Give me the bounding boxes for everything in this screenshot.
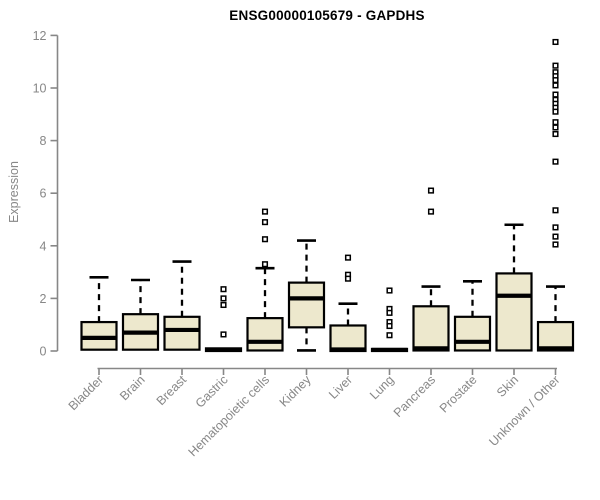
outlier-point xyxy=(386,287,393,294)
y-tick-label: 4 xyxy=(40,239,47,253)
iqr-box xyxy=(287,281,326,329)
y-tick-label: 6 xyxy=(40,187,47,201)
y-tick-label: 8 xyxy=(40,134,47,148)
iqr-box xyxy=(412,305,450,352)
outlier-point xyxy=(344,254,352,261)
outlier-point xyxy=(552,62,559,69)
iqr-box xyxy=(495,272,533,352)
x-tick-label: Liver xyxy=(326,373,355,402)
x-tick-label: Bladder xyxy=(66,373,106,413)
outlier-point xyxy=(261,261,269,268)
x-tick-label: Gastric xyxy=(193,373,231,411)
outlier-point xyxy=(427,208,435,215)
outlier-point xyxy=(220,331,227,338)
outlier-point xyxy=(427,187,435,194)
outlier-point xyxy=(552,124,559,131)
outlier-point xyxy=(552,82,559,89)
outlier-point xyxy=(261,219,269,226)
iqr-box xyxy=(453,315,492,352)
x-tick-label: Breast xyxy=(154,372,190,408)
iqr-box xyxy=(536,320,575,352)
outlier-point xyxy=(552,158,559,165)
outlier-point xyxy=(552,233,559,240)
outlier-point xyxy=(344,275,352,282)
outlier-point xyxy=(220,286,227,293)
outlier-point xyxy=(261,236,269,243)
x-tick-label: Skin xyxy=(494,373,521,400)
x-tick-label: Hematopoietic cells xyxy=(186,373,273,460)
x-tick-label: Unknown / Other xyxy=(486,373,562,449)
x-tick-label: Pancreas xyxy=(391,373,438,420)
outlier-point xyxy=(220,301,227,309)
iqr-box xyxy=(163,315,201,351)
outlier-point xyxy=(261,208,269,215)
outlier-point xyxy=(552,119,559,126)
outlier-point xyxy=(552,224,559,231)
y-tick-label: 2 xyxy=(40,292,47,306)
outlier-point xyxy=(386,322,393,330)
outlier-point xyxy=(552,241,559,248)
outlier-point xyxy=(552,38,559,46)
outlier-point xyxy=(552,130,559,138)
x-tick-label: Brain xyxy=(117,373,148,404)
outlier-point xyxy=(220,295,227,302)
outlier-point xyxy=(386,309,393,316)
outlier-point xyxy=(552,108,559,115)
x-tick-label: Prostate xyxy=(437,373,480,416)
outlier-point xyxy=(552,207,559,214)
y-tick-label: 10 xyxy=(33,82,47,96)
iqr-box xyxy=(246,317,284,352)
x-tick-label: Kidney xyxy=(277,372,314,409)
outlier-point xyxy=(552,91,559,98)
x-tick-label: Lung xyxy=(367,373,397,403)
chart-title: ENSG00000105679 - GAPDHS xyxy=(229,8,425,23)
y-tick-label: 12 xyxy=(33,29,47,43)
outlier-point xyxy=(386,332,393,339)
y-tick-label: 0 xyxy=(40,345,47,359)
outlier-point xyxy=(552,77,559,84)
iqr-box xyxy=(329,324,367,353)
